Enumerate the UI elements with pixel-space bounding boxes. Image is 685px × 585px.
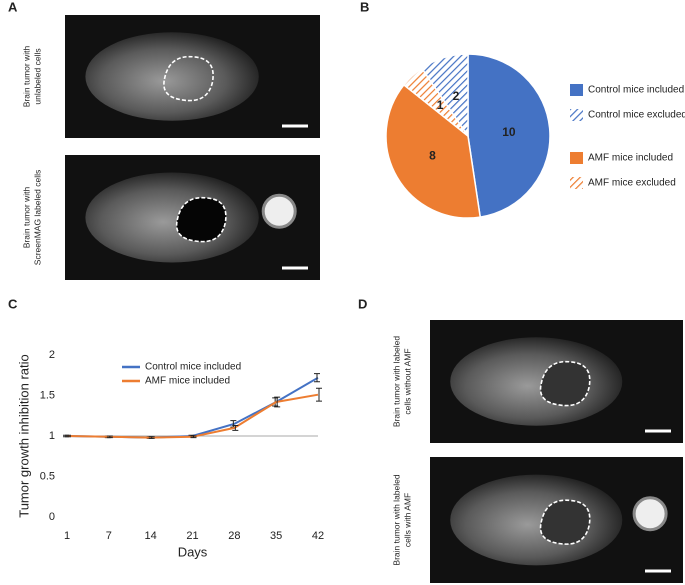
x-tick-label: 1 (64, 530, 70, 542)
y-axis-label: Tumor growth inhibition ratio (16, 354, 31, 518)
legend-label: AMF mice excluded (588, 178, 676, 189)
error-bar (65, 434, 71, 438)
slice-label: 2 (453, 89, 460, 103)
y-tick-label: 0.5 (40, 470, 55, 482)
brain (450, 474, 623, 566)
x-tick-label: 7 (106, 530, 112, 542)
legend-label: AMF mice included (145, 376, 230, 387)
brain (85, 32, 259, 121)
series-line (66, 376, 319, 439)
error-bar (232, 424, 239, 431)
image-caption: Brain tumor with (21, 187, 31, 249)
x-axis-label: Days (178, 544, 208, 559)
tumor-outline (163, 55, 214, 102)
tumor-outline (539, 360, 591, 407)
series-line (66, 393, 319, 439)
legend-swatch (570, 84, 583, 96)
legend-label: Control mice excluded (588, 110, 685, 121)
y-tick-label: 0 (49, 511, 55, 523)
panel-label: D (358, 296, 367, 311)
panel-label: A (8, 0, 18, 14)
x-tick-label: 14 (145, 530, 157, 542)
x-tick-label: 35 (270, 530, 282, 542)
error-bar (316, 387, 322, 402)
image-caption: Brain tumor with labeled (391, 474, 401, 565)
brain (450, 337, 623, 426)
panel-label: B (360, 0, 369, 14)
x-tick-label: 42 (312, 530, 324, 542)
tumor-outline (175, 196, 227, 243)
image-caption: unlabeled cells (32, 48, 42, 104)
error-bar (148, 436, 155, 439)
pie-slice (467, 53, 551, 218)
legend-label: AMF mice included (588, 153, 673, 164)
error-bar (190, 435, 197, 439)
legend-swatch (570, 152, 583, 164)
slice-label: 8 (429, 149, 436, 163)
legend-label: Control mice included (145, 362, 241, 373)
x-tick-label: 28 (228, 530, 240, 542)
image-caption: cells without AMF (402, 348, 412, 414)
x-tick-label: 21 (186, 530, 198, 542)
brain (85, 172, 259, 263)
pie-slice (420, 53, 469, 139)
panel-label: C (8, 296, 18, 311)
image-caption: Brain tumor with (21, 46, 31, 108)
slice-label: 1 (437, 98, 444, 112)
image-caption: cells with AMF (402, 493, 412, 547)
y-tick-label: 1 (49, 430, 55, 442)
error-bar (106, 435, 113, 439)
error-bar (314, 373, 320, 383)
slice-label: 10 (502, 125, 516, 139)
legend-swatch (570, 109, 583, 121)
image-caption: Brain tumor with labeled (391, 336, 401, 427)
tumor-outline (539, 499, 591, 545)
y-tick-label: 1.5 (40, 389, 55, 401)
legend-label: Control mice included (588, 85, 684, 96)
pie-slice (385, 83, 482, 219)
image-caption: ScreenMAG labeled cells (32, 170, 42, 265)
mri-images (65, 15, 683, 583)
marker (261, 193, 297, 229)
y-tick-label: 2 (49, 349, 55, 361)
error-bar (274, 396, 281, 408)
marker (632, 496, 668, 532)
legend-swatch (570, 177, 583, 189)
